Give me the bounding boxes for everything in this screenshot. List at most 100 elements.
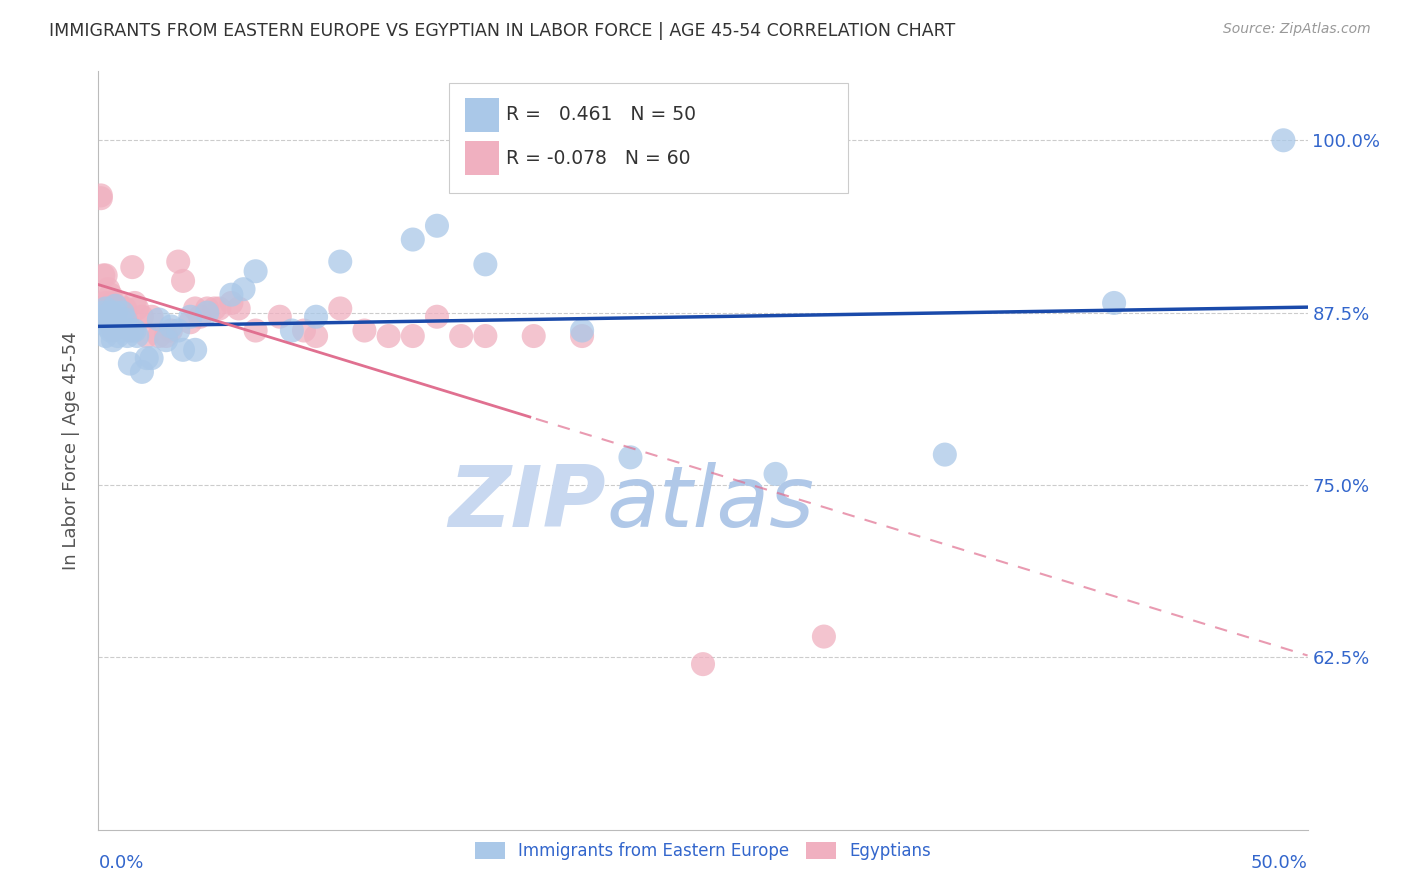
Point xyxy=(155,333,177,347)
Point xyxy=(450,329,472,343)
Point xyxy=(221,296,243,310)
Point xyxy=(474,329,496,343)
Point xyxy=(179,315,201,329)
Point xyxy=(135,351,157,365)
Point xyxy=(160,319,183,334)
Point xyxy=(172,343,194,357)
Text: 50.0%: 50.0% xyxy=(1251,855,1308,872)
Point xyxy=(195,305,218,319)
Point xyxy=(94,296,117,310)
Point xyxy=(111,324,134,338)
Point xyxy=(692,657,714,672)
Point xyxy=(179,310,201,324)
Point xyxy=(184,301,207,316)
Point xyxy=(100,287,122,301)
Point xyxy=(765,467,787,481)
Point xyxy=(104,301,127,316)
Point xyxy=(131,365,153,379)
Point xyxy=(117,329,139,343)
Point xyxy=(107,296,129,310)
Point xyxy=(172,274,194,288)
Point xyxy=(90,310,112,324)
Point xyxy=(100,301,122,316)
Point xyxy=(100,305,122,319)
Point xyxy=(107,329,129,343)
Legend: Immigrants from Eastern Europe, Egyptians: Immigrants from Eastern Europe, Egyptian… xyxy=(468,835,938,867)
Point xyxy=(141,351,163,365)
Point xyxy=(426,310,449,324)
Point xyxy=(101,301,124,316)
Point xyxy=(571,324,593,338)
Text: R = -0.078   N = 60: R = -0.078 N = 60 xyxy=(506,149,690,168)
Text: R =   0.461   N = 50: R = 0.461 N = 50 xyxy=(506,105,696,124)
Point xyxy=(104,305,127,319)
Point xyxy=(101,333,124,347)
Point xyxy=(91,315,114,329)
Text: IMMIGRANTS FROM EASTERN EUROPE VS EGYPTIAN IN LABOR FORCE | AGE 45-54 CORRELATIO: IMMIGRANTS FROM EASTERN EUROPE VS EGYPTI… xyxy=(49,22,956,40)
Point xyxy=(269,310,291,324)
Point xyxy=(813,630,835,644)
Point xyxy=(188,310,211,324)
Point xyxy=(167,254,190,268)
Bar xyxy=(465,98,499,132)
Point xyxy=(97,282,120,296)
Point xyxy=(934,448,956,462)
Point xyxy=(91,305,114,319)
Point xyxy=(377,329,399,343)
Point xyxy=(104,310,127,324)
Point xyxy=(90,188,112,202)
Point xyxy=(245,264,267,278)
Point xyxy=(90,191,112,205)
Point xyxy=(111,305,134,319)
Point xyxy=(148,329,170,343)
Point xyxy=(619,450,641,465)
Point xyxy=(111,310,134,324)
Point xyxy=(228,301,250,316)
Point xyxy=(232,282,254,296)
Point xyxy=(160,324,183,338)
Point xyxy=(121,324,143,338)
Point xyxy=(118,324,141,338)
Point xyxy=(108,310,131,324)
Point xyxy=(353,324,375,338)
Y-axis label: In Labor Force | Age 45-54: In Labor Force | Age 45-54 xyxy=(62,331,80,570)
Point xyxy=(104,299,127,313)
Point xyxy=(107,319,129,334)
Point xyxy=(402,329,425,343)
Point xyxy=(101,324,124,338)
Text: ZIP: ZIP xyxy=(449,462,606,545)
Point xyxy=(329,301,352,316)
Text: Source: ZipAtlas.com: Source: ZipAtlas.com xyxy=(1223,22,1371,37)
Point xyxy=(101,312,124,326)
Point xyxy=(523,329,546,343)
Point xyxy=(104,301,127,316)
Point xyxy=(94,268,117,283)
Bar xyxy=(465,141,499,175)
Point xyxy=(1102,296,1125,310)
FancyBboxPatch shape xyxy=(449,83,848,193)
Text: atlas: atlas xyxy=(606,462,814,545)
Point xyxy=(94,310,117,324)
Point xyxy=(91,301,114,316)
Point xyxy=(100,324,122,338)
Point xyxy=(101,296,124,310)
Text: 0.0%: 0.0% xyxy=(98,855,143,872)
Point xyxy=(131,310,153,324)
Point xyxy=(329,254,352,268)
Point xyxy=(127,301,149,316)
Point xyxy=(281,324,304,338)
Point xyxy=(97,301,120,316)
Point xyxy=(474,257,496,271)
Point xyxy=(107,301,129,316)
Point xyxy=(292,324,315,338)
Point xyxy=(305,329,328,343)
Point xyxy=(114,312,136,326)
Point xyxy=(148,312,170,326)
Point xyxy=(108,312,131,326)
Point xyxy=(208,301,231,316)
Point xyxy=(221,287,243,301)
Point xyxy=(97,310,120,324)
Point xyxy=(195,301,218,316)
Point xyxy=(94,329,117,343)
Point xyxy=(94,301,117,316)
